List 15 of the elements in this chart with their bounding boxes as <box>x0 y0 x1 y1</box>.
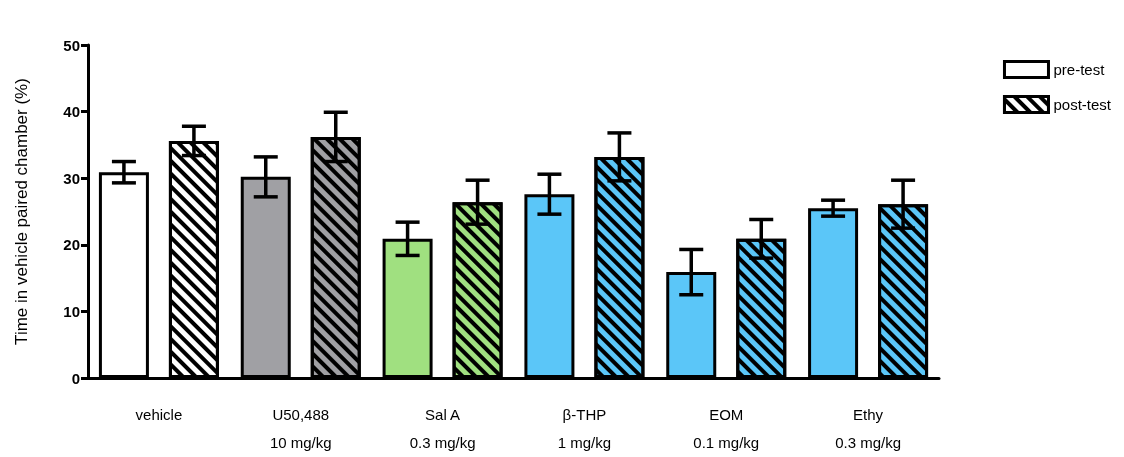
y-tick-label: 0 <box>71 369 80 387</box>
y-axis-title: Time in vehicle paired chamber (%) <box>12 78 31 345</box>
legend-label: pre-test <box>1053 61 1106 78</box>
y-tick-label: 50 <box>63 36 80 54</box>
x-tick-label: Ethy 0.3 mg/kg <box>835 405 902 451</box>
legend-label: post-test <box>1053 96 1112 113</box>
x-tick-label: U50,488 10 mg/kg <box>269 405 332 451</box>
y-tick-label: 10 <box>63 302 80 320</box>
x-tick-label: β-THP 1 mg/kg <box>557 405 612 451</box>
x-tick-label: vehicle <box>135 405 183 423</box>
y-tick-label: 20 <box>63 236 80 254</box>
y-tick-label: 30 <box>63 169 80 187</box>
y-tick-label: 40 <box>63 103 80 121</box>
x-tick-label: EOM 0.1 mg/kg <box>693 405 760 451</box>
x-tick-label: Sal A 0.3 mg/kg <box>409 405 476 451</box>
